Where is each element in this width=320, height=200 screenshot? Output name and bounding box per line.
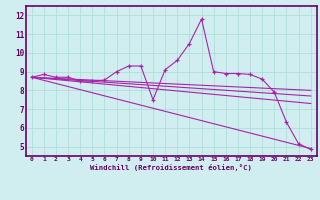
X-axis label: Windchill (Refroidissement éolien,°C): Windchill (Refroidissement éolien,°C) (90, 164, 252, 171)
